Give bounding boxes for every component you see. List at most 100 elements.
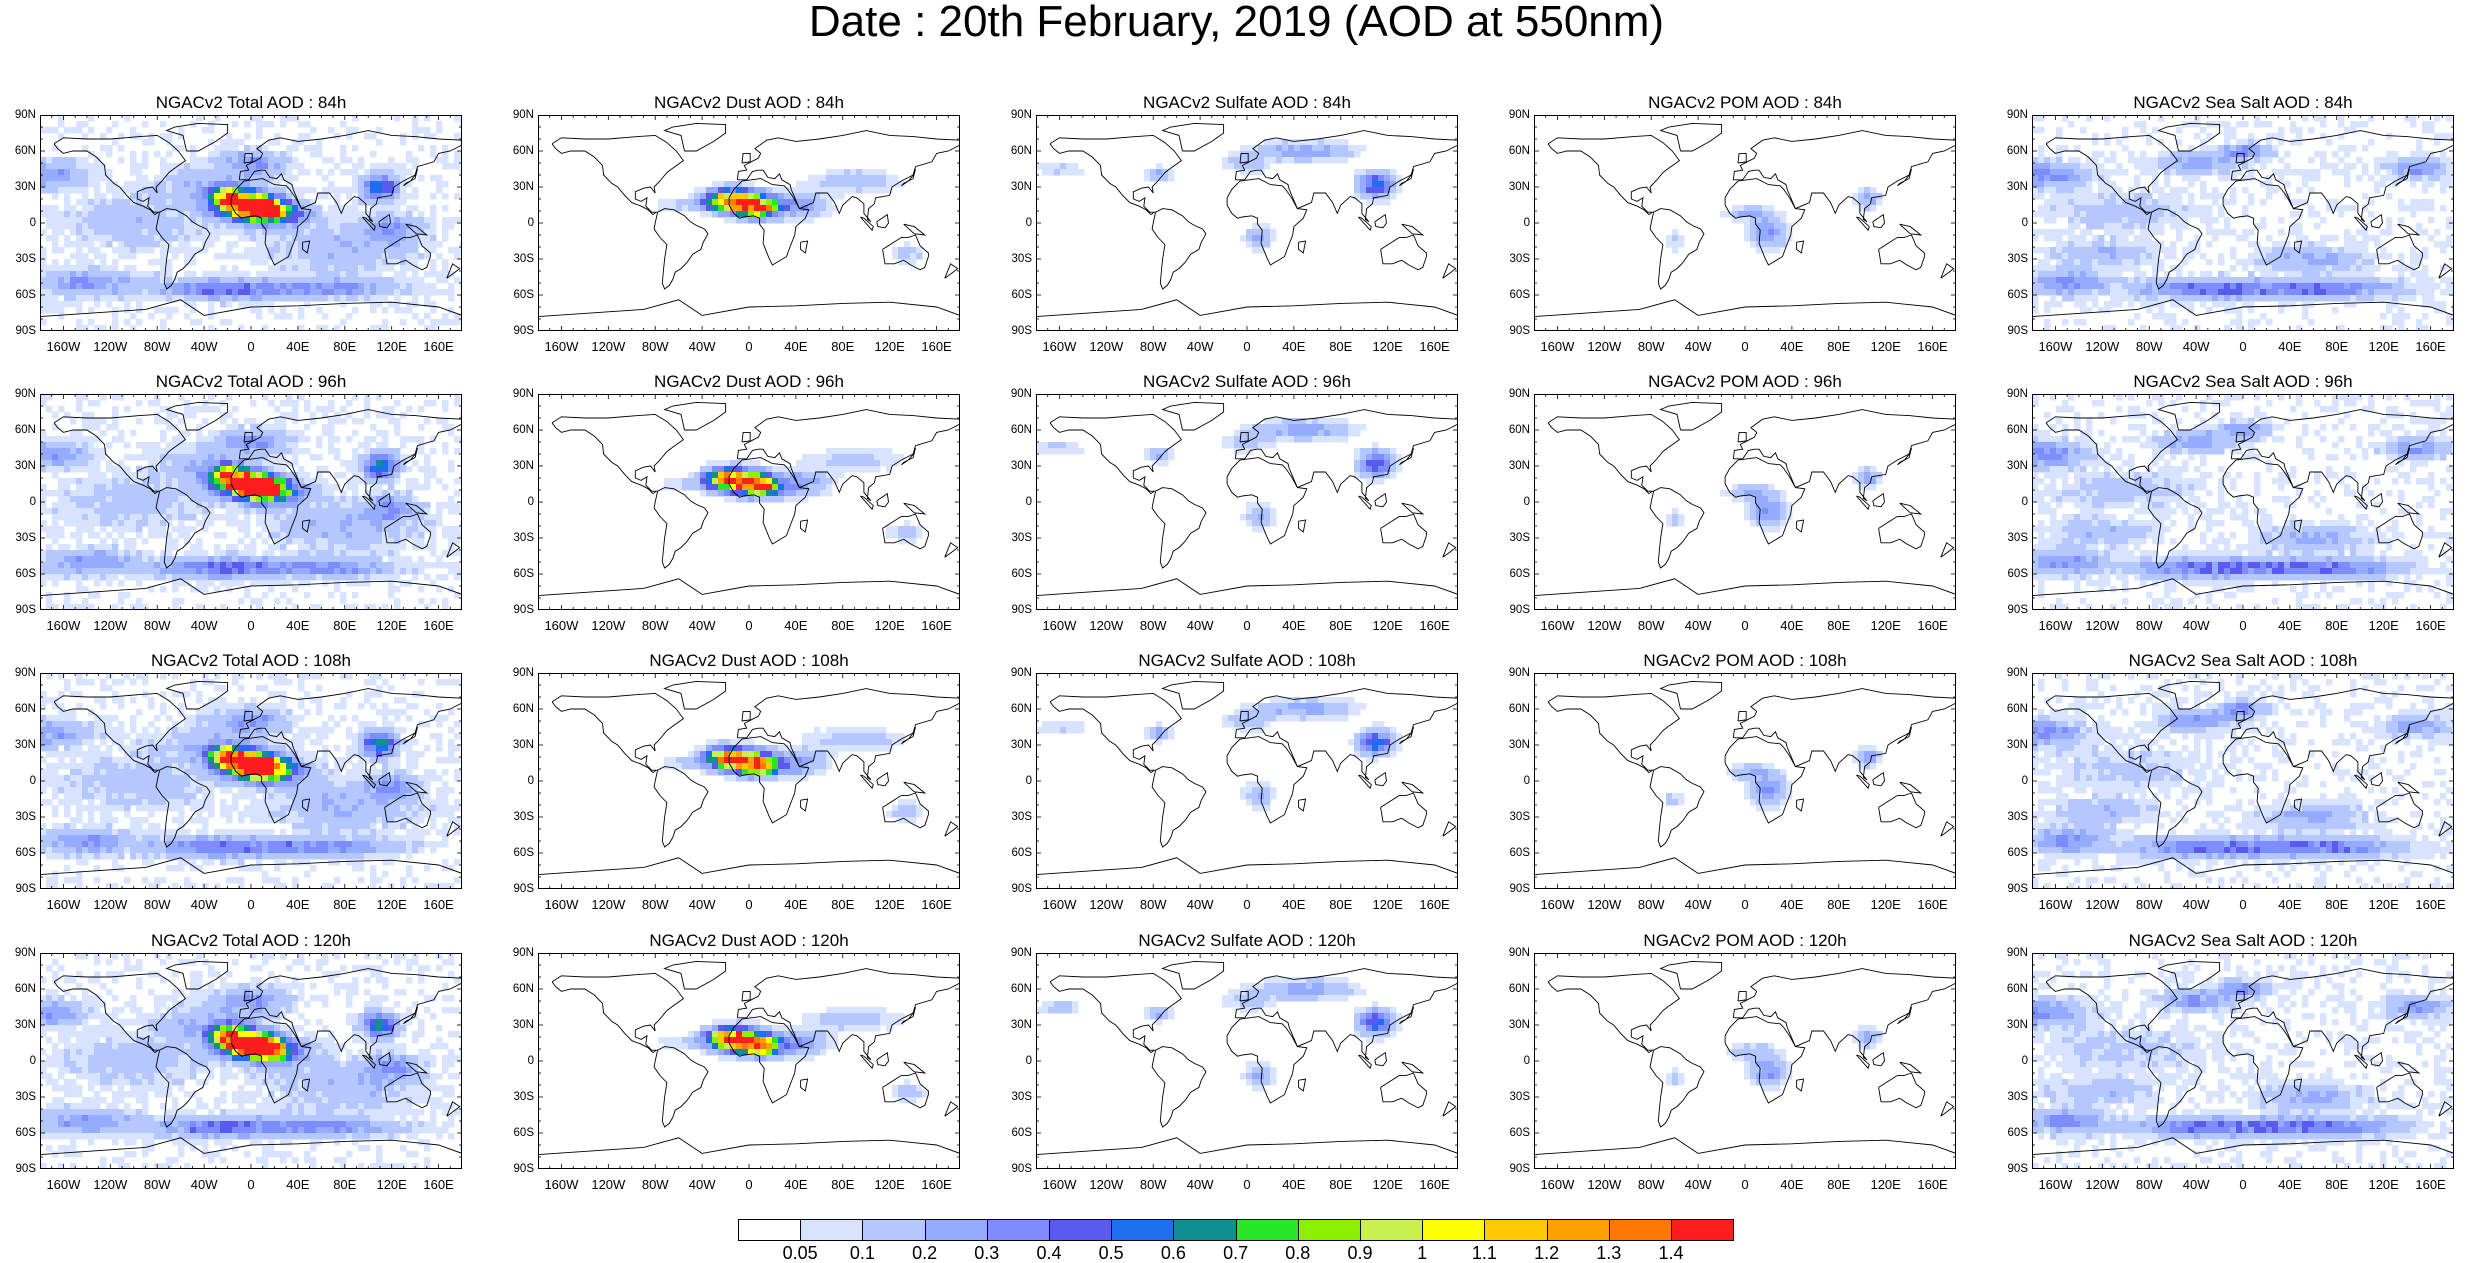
lon-tick-label: 160E bbox=[917, 340, 957, 354]
colorbar-swatch bbox=[1236, 1219, 1299, 1241]
lon-tick-label: 160E bbox=[419, 898, 459, 912]
lon-tick-label: 40W bbox=[1678, 619, 1718, 633]
world-map bbox=[1036, 953, 1458, 1169]
lon-tick-label: 0 bbox=[231, 898, 271, 912]
lon-tick-label: 120W bbox=[2082, 898, 2122, 912]
lon-tick-label: 120W bbox=[90, 1178, 130, 1192]
lon-tick-label: 40E bbox=[278, 898, 318, 912]
world-map bbox=[1036, 394, 1458, 610]
lat-tick-label: 30N bbox=[0, 460, 36, 472]
lon-tick-label: 80E bbox=[1819, 619, 1859, 633]
lat-tick-label: 90S bbox=[996, 883, 1032, 895]
lon-tick-label: 120W bbox=[588, 619, 628, 633]
lat-tick-label: 30S bbox=[996, 532, 1032, 544]
lon-tick-label: 0 bbox=[1227, 619, 1267, 633]
lon-tick-label: 80E bbox=[2317, 340, 2357, 354]
world-map bbox=[1534, 394, 1956, 610]
lat-tick-label: 30N bbox=[996, 460, 1032, 472]
lon-tick-label: 40E bbox=[1274, 1178, 1314, 1192]
aod-field bbox=[40, 673, 462, 889]
lon-tick-label: 80E bbox=[2317, 898, 2357, 912]
lon-tick-label: 40W bbox=[682, 898, 722, 912]
lon-tick-label: 40W bbox=[2176, 619, 2216, 633]
lon-tick-label: 40E bbox=[1274, 340, 1314, 354]
lat-tick-label: 30N bbox=[1494, 460, 1530, 472]
lon-tick-label: 40E bbox=[278, 1178, 318, 1192]
colorbar-swatch bbox=[987, 1219, 1050, 1241]
lon-tick-label: 120W bbox=[2082, 619, 2122, 633]
aod-field bbox=[2032, 953, 2454, 1169]
lon-tick-label: 80E bbox=[2317, 619, 2357, 633]
lat-tick-label: 0 bbox=[498, 1055, 534, 1067]
lon-tick-label: 40W bbox=[2176, 340, 2216, 354]
lon-tick-label: 120W bbox=[2082, 1178, 2122, 1192]
panel-title: NGACv2 Total AOD : 84h bbox=[40, 92, 462, 114]
lat-tick-label: 90S bbox=[498, 883, 534, 895]
panel-title: NGACv2 Sea Salt AOD : 120h bbox=[2032, 930, 2454, 952]
lat-tick-label: 90N bbox=[1494, 109, 1530, 121]
panel-title: NGACv2 Sea Salt AOD : 96h bbox=[2032, 371, 2454, 393]
lon-tick-label: 40E bbox=[2270, 340, 2310, 354]
lat-tick-label: 0 bbox=[0, 1055, 36, 1067]
lon-tick-label: 160W bbox=[2035, 1178, 2075, 1192]
colorbar-label: 0.3 bbox=[962, 1244, 1012, 1262]
lat-tick-label: 60N bbox=[0, 424, 36, 436]
lat-tick-label: 30S bbox=[0, 532, 36, 544]
lon-tick-label: 80E bbox=[325, 619, 365, 633]
lat-tick-label: 90N bbox=[0, 667, 36, 679]
lon-tick-label: 120W bbox=[1584, 340, 1624, 354]
lat-tick-label: 60S bbox=[1494, 1127, 1530, 1139]
world-map bbox=[538, 394, 960, 610]
lat-tick-label: 90S bbox=[996, 325, 1032, 337]
lon-tick-label: 160E bbox=[1913, 619, 1953, 633]
lon-tick-label: 40W bbox=[1180, 340, 1220, 354]
lon-tick-label: 160E bbox=[917, 1178, 957, 1192]
lat-tick-label: 60S bbox=[996, 847, 1032, 859]
lat-tick-label: 0 bbox=[0, 217, 36, 229]
panel-title: NGACv2 Total AOD : 108h bbox=[40, 650, 462, 672]
lon-tick-label: 160W bbox=[1537, 898, 1577, 912]
lat-tick-label: 30S bbox=[996, 253, 1032, 265]
lat-tick-label: 30N bbox=[498, 1019, 534, 1031]
colorbar-swatch bbox=[862, 1219, 925, 1241]
lon-tick-label: 40W bbox=[682, 1178, 722, 1192]
lon-tick-label: 120E bbox=[2364, 340, 2404, 354]
lon-tick-label: 40E bbox=[776, 340, 816, 354]
lon-tick-label: 80W bbox=[1133, 340, 1173, 354]
lat-tick-label: 60S bbox=[1494, 289, 1530, 301]
lon-tick-label: 40E bbox=[1772, 898, 1812, 912]
lon-tick-label: 120E bbox=[1368, 619, 1408, 633]
lat-tick-label: 30N bbox=[996, 1019, 1032, 1031]
lat-tick-label: 90S bbox=[1494, 604, 1530, 616]
lat-tick-label: 90S bbox=[996, 1163, 1032, 1175]
lon-tick-label: 0 bbox=[729, 619, 769, 633]
lon-tick-label: 40E bbox=[776, 898, 816, 912]
lon-tick-label: 0 bbox=[1725, 898, 1765, 912]
lat-tick-label: 30N bbox=[0, 739, 36, 751]
lon-tick-label: 160W bbox=[2035, 340, 2075, 354]
lon-tick-label: 160W bbox=[43, 340, 83, 354]
lat-tick-label: 0 bbox=[1992, 217, 2028, 229]
lon-tick-label: 160W bbox=[1039, 1178, 1079, 1192]
lat-tick-label: 0 bbox=[1494, 775, 1530, 787]
lon-tick-label: 40W bbox=[1180, 619, 1220, 633]
lat-tick-label: 60S bbox=[1992, 847, 2028, 859]
colorbar-swatch bbox=[1298, 1219, 1361, 1241]
lon-tick-label: 0 bbox=[1725, 1178, 1765, 1192]
lat-tick-label: 60N bbox=[1494, 983, 1530, 995]
colorbar-swatch bbox=[1173, 1219, 1236, 1241]
lat-tick-label: 90S bbox=[498, 604, 534, 616]
aod-field bbox=[40, 394, 462, 610]
lat-tick-label: 60S bbox=[1992, 1127, 2028, 1139]
lat-tick-label: 60N bbox=[996, 145, 1032, 157]
world-map bbox=[1036, 115, 1458, 331]
lon-tick-label: 80W bbox=[2129, 898, 2169, 912]
lat-tick-label: 90N bbox=[1992, 388, 2028, 400]
lon-tick-label: 160W bbox=[541, 619, 581, 633]
lon-tick-label: 40E bbox=[2270, 1178, 2310, 1192]
